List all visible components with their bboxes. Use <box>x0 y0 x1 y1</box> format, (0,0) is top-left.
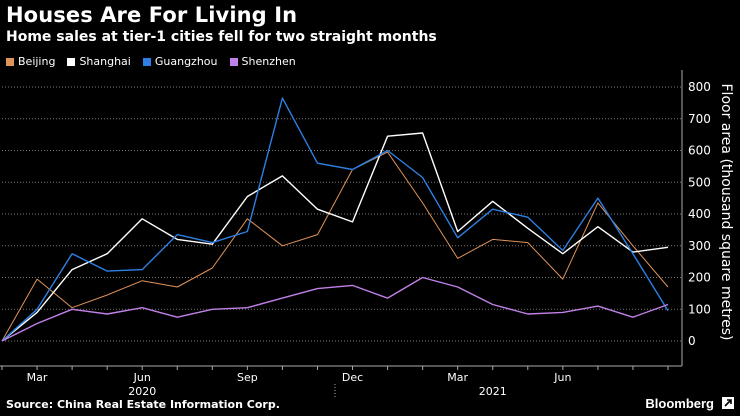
y-tick-label-0: 0 <box>688 334 696 348</box>
legend-label-shanghai: Shanghai <box>79 55 131 68</box>
legend-label-beijing: Beijing <box>18 55 56 68</box>
x-tick-label-sep: Sep <box>237 371 258 384</box>
y-tick-label-400: 400 <box>688 207 711 221</box>
x-tick-label-mar: Mar <box>27 371 48 384</box>
x-tick-label-jun: Jun <box>133 371 151 384</box>
legend-item-shanghai: Shanghai <box>67 55 131 68</box>
series-line-beijing <box>1 151 669 342</box>
brand-logo-text: Bloomberg <box>645 396 714 411</box>
x-tick-label-jun: Jun <box>553 371 571 384</box>
legend-label-shenzhen: Shenzhen <box>241 55 296 68</box>
y-tick-label-600: 600 <box>688 144 711 158</box>
x-tick-label-dec: Dec <box>342 371 363 384</box>
legend: Beijing Shanghai Guangzhou Shenzhen <box>6 55 296 68</box>
legend-swatch-beijing <box>6 57 14 66</box>
y-tick-label-500: 500 <box>688 175 711 189</box>
legend-swatch-shanghai <box>67 57 76 66</box>
legend-item-shenzhen: Shenzhen <box>229 55 296 68</box>
series-line-shenzhen <box>1 276 669 342</box>
y-tick-label-800: 800 <box>688 80 711 94</box>
y-tick-label-700: 700 <box>688 112 711 126</box>
bloomberg-mark-icon <box>722 397 734 409</box>
chart-title: Houses Are For Living In <box>6 3 298 27</box>
year-label-2021: 2021 <box>479 385 507 398</box>
year-label-2020: 2020 <box>128 385 156 398</box>
y-tick-label-200: 200 <box>688 271 711 285</box>
legend-label-guangzhou: Guangzhou <box>154 55 218 68</box>
legend-item-beijing: Beijing <box>6 55 55 68</box>
series-line-guangzhou <box>1 97 669 342</box>
series-line-shanghai <box>1 132 669 342</box>
y-tick-label-300: 300 <box>688 239 711 253</box>
legend-swatch-guangzhou <box>142 57 151 66</box>
source-note: Source: China Real Estate Information Co… <box>6 398 280 411</box>
y-axis-title: Floor area (thousand square metres) <box>718 84 734 341</box>
legend-swatch-shenzhen <box>229 57 238 66</box>
y-tick-label-100: 100 <box>688 302 711 316</box>
legend-item-guangzhou: Guangzhou <box>142 55 218 68</box>
chart-subtitle: Home sales at tier-1 cities fell for two… <box>6 29 437 45</box>
x-tick-label-mar: Mar <box>447 371 468 384</box>
